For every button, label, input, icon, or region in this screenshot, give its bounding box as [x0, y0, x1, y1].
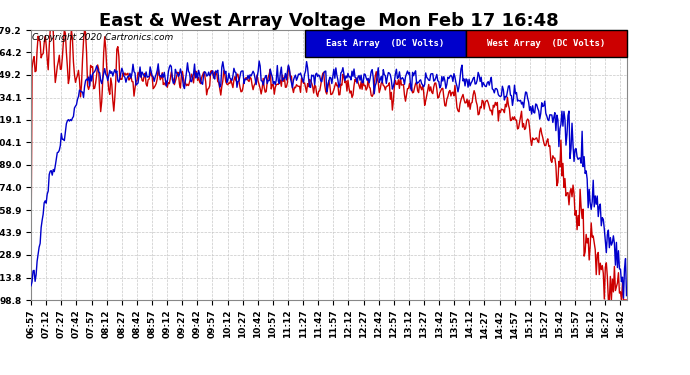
FancyBboxPatch shape	[305, 30, 466, 57]
FancyBboxPatch shape	[466, 30, 627, 57]
Text: East Array  (DC Volts): East Array (DC Volts)	[326, 39, 444, 48]
Title: East & West Array Voltage  Mon Feb 17 16:48: East & West Array Voltage Mon Feb 17 16:…	[99, 12, 559, 30]
Text: Copyright 2020 Cartronics.com: Copyright 2020 Cartronics.com	[32, 33, 173, 42]
Text: West Array  (DC Volts): West Array (DC Volts)	[487, 39, 605, 48]
